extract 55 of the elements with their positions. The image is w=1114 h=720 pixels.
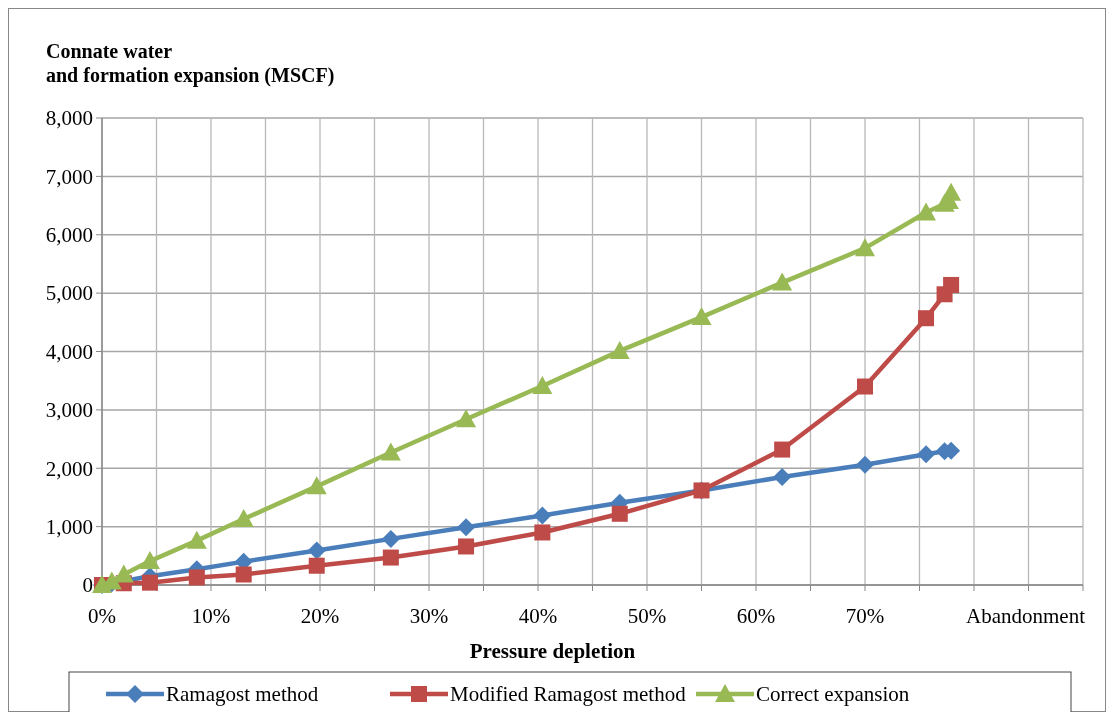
point [611,505,628,522]
x-tick-label: 0% [88,604,116,628]
y-tick-label: 2,000 [45,456,93,481]
text: Abandonment [966,604,1086,628]
point [534,524,551,541]
point [916,202,937,221]
x-axis-title: Pressure depletion [469,639,636,663]
point [188,569,205,586]
point [941,182,962,201]
x-tick-label: 10% [191,604,231,628]
legend-label: Ramagost method [166,682,319,707]
point [382,549,399,566]
y-tick-label: 6,000 [45,223,93,248]
x-tick-label: 50% [627,604,667,628]
point [532,375,553,394]
legend-label: Correct expansion [756,682,910,707]
point [458,538,475,555]
point [773,468,792,487]
point [533,506,552,525]
y-tick-label: 1,000 [45,514,93,539]
point [857,378,873,395]
y-tick-label: 3,000 [45,398,93,423]
x-tick-label: 70% [845,604,885,628]
point [235,566,252,583]
point [856,455,874,474]
point [306,476,327,495]
point [233,509,254,528]
point [380,442,401,461]
point [609,340,630,359]
point [772,272,793,291]
point [918,310,935,327]
y-tick-label: 0 [82,573,93,598]
point [943,276,960,293]
x-tick-label: 60% [736,604,776,628]
point [691,307,712,326]
x-tick-label: 20% [300,604,340,628]
point [381,529,400,548]
point [139,551,160,570]
y-tick-label: 7,000 [45,164,93,189]
point [456,409,477,428]
point [774,441,791,458]
legend-label: Modified Ramagost method [450,682,687,707]
x-tick-label: 40% [518,604,558,628]
point [457,518,476,537]
point [141,574,158,591]
point [308,557,325,574]
point [186,530,207,549]
y-axis-title: Connate water and formation expansion (MSCF) [46,40,335,87]
point [307,541,326,560]
point [917,445,936,464]
y-tick-label: 4,000 [45,339,93,364]
y-tick-label: 8,000 [45,106,93,131]
y-tick-label: 5,000 [45,281,93,306]
x-tick-label: 30% [409,604,449,628]
point [855,238,875,257]
